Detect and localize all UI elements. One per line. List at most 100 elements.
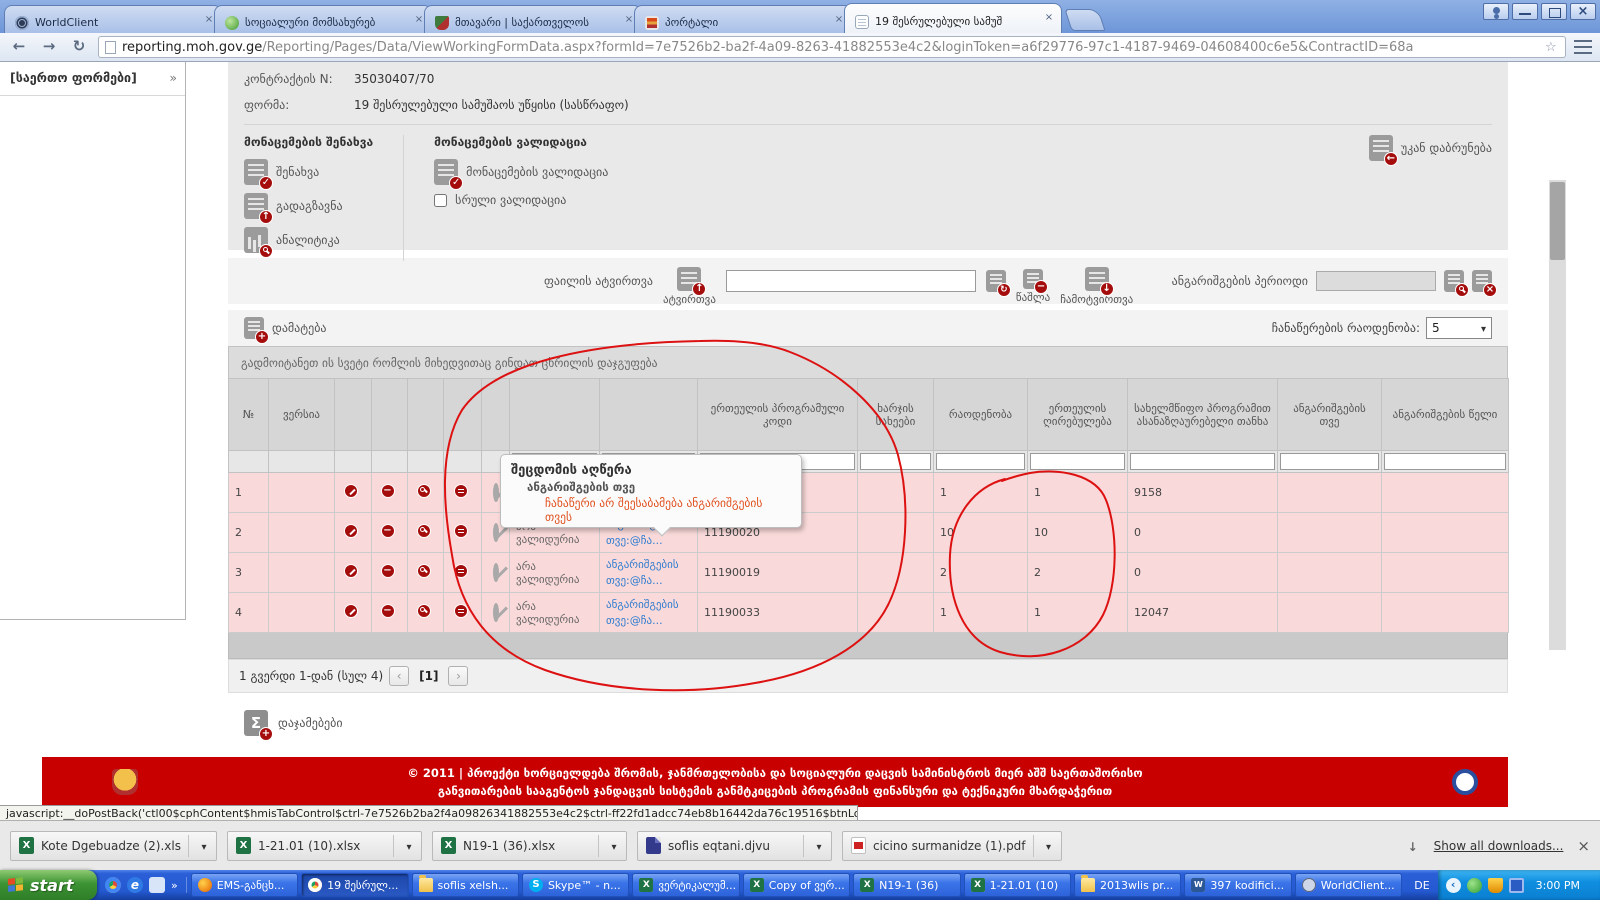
reload-icon[interactable] [68, 37, 90, 57]
download-item[interactable]: 1-21.01 (10).xlsx [226, 830, 422, 861]
close-button[interactable] [1570, 3, 1596, 20]
save-button[interactable]: შენახვა [244, 159, 373, 190]
back-icon[interactable] [8, 37, 30, 57]
filter-month-input[interactable] [1280, 453, 1379, 470]
col-expense[interactable]: ხარჯის სახეები [857, 378, 934, 451]
col-num[interactable]: № [228, 378, 269, 451]
send-button[interactable]: გადაგზავნა [244, 193, 373, 224]
sigma-icon[interactable] [244, 710, 273, 741]
chevron-down-icon[interactable] [811, 839, 827, 853]
col-month[interactable]: ანგარიშგების თვე [1277, 378, 1382, 451]
tray-collapse-icon[interactable] [1445, 877, 1461, 893]
task-button[interactable]: ვერტიკალუმ... [632, 873, 740, 897]
chevron-down-icon[interactable] [196, 839, 212, 853]
language-indicator[interactable]: DE [1414, 878, 1430, 892]
tab-mtavari[interactable]: მთავარი | საქართველოს [424, 5, 642, 33]
page-scrollbar[interactable] [1549, 180, 1566, 650]
download-item[interactable]: N19-1 (36).xlsx [431, 830, 627, 861]
period-clear-icon[interactable] [1472, 270, 1497, 297]
col-unit[interactable]: ერთეულის ღირებულება [1027, 378, 1128, 451]
delete-file-button[interactable]: წაშლა [1016, 268, 1050, 304]
download-item[interactable]: Kote Dgebuadze (2).xls [10, 830, 217, 861]
chrome-menu-icon[interactable] [1574, 40, 1592, 54]
row-qty: 1 [933, 592, 1028, 633]
report-period-input[interactable] [1316, 271, 1436, 291]
task-button[interactable]: Skype™ - n... [521, 873, 630, 897]
task-button[interactable]: WorldClient... [1294, 873, 1403, 897]
col-year[interactable]: ანგარიშგების წელი [1381, 378, 1509, 451]
current-page[interactable]: [1] [419, 669, 439, 683]
col-amount[interactable]: სახელმწიფო პროგრამით ასანაზღაურებელი თან… [1127, 378, 1278, 451]
task-button[interactable]: Copy of ვერ... [742, 873, 851, 897]
network-icon[interactable] [1508, 877, 1524, 893]
actions-bar: მონაცემების შენახვა შენახვა გადაგზავნა ა… [244, 135, 1492, 261]
quick-launch-overflow-icon[interactable] [171, 879, 178, 892]
refresh-document-icon[interactable] [985, 270, 1011, 297]
task-button[interactable]: 1-21.01 (10) [963, 873, 1071, 897]
internet-explorer-icon[interactable] [127, 877, 143, 893]
validate-button[interactable]: მონაცემების ვალიდაცია [434, 159, 608, 190]
tray-green-icon[interactable] [1466, 877, 1482, 893]
collapse-chevron-icon[interactable] [169, 70, 177, 85]
bookmark-star-icon[interactable] [1545, 40, 1559, 55]
new-tab-button[interactable] [1064, 9, 1106, 31]
full-validation-checkbox[interactable] [434, 193, 448, 207]
download-item[interactable]: cicino surmanidze (1).pdf [841, 830, 1062, 861]
tab-active-report[interactable]: 19 შესრულებული სამუშ [844, 3, 1062, 33]
col-status[interactable] [509, 378, 600, 451]
scrollbar-thumb[interactable] [1550, 182, 1565, 260]
chrome-icon[interactable] [105, 877, 121, 893]
address-bar[interactable]: reporting.moh.gov.ge/Reporting/Pages/Dat… [98, 36, 1566, 58]
download-file-button[interactable]: ჩამოტვირთვა [1060, 266, 1133, 306]
maximize-button[interactable] [1541, 3, 1567, 20]
task-button[interactable]: EMS-განცხ... [190, 873, 299, 897]
filter-expense-input[interactable] [860, 453, 931, 470]
task-button[interactable]: soflis xelsh... [411, 873, 519, 897]
filter-amount-input[interactable] [1130, 453, 1275, 470]
task-button[interactable]: 2013wlis pr... [1073, 873, 1182, 897]
download-item[interactable]: soflis eqtani.djvu [636, 830, 832, 861]
tab-worldclient[interactable]: WorldClient [4, 5, 222, 33]
show-all-downloads-link[interactable]: Show all downloads... [1433, 838, 1564, 853]
forward-icon[interactable] [38, 37, 60, 57]
app-icon[interactable] [149, 877, 165, 893]
tab-portal[interactable]: პორტალი [634, 5, 852, 33]
col-qty[interactable]: რაოდენობა [933, 378, 1028, 451]
tab-social-service[interactable]: სოციალური მომსახურებ [214, 5, 432, 33]
chevron-down-icon[interactable] [606, 839, 622, 853]
profile-icon[interactable] [1483, 3, 1509, 20]
task-button[interactable]: 397 kodifici... [1184, 873, 1292, 897]
prev-page-button[interactable] [389, 666, 410, 686]
filter-qty-input[interactable] [936, 453, 1025, 470]
tray-shield-icon[interactable] [1487, 877, 1503, 893]
add-document-icon[interactable] [244, 317, 269, 344]
tab-close-icon[interactable] [1043, 12, 1055, 24]
col-version[interactable]: ვერსია [268, 378, 335, 451]
add-record-label[interactable]: დამატება [272, 321, 327, 335]
row-error-link[interactable]: ანგარიშგების თვე:@ჩა... [606, 557, 679, 587]
analytics-button[interactable]: ანალიტიკა [244, 227, 373, 258]
filter-unit-input[interactable] [1030, 453, 1125, 470]
task-button-active[interactable]: 19 შესრულ... [301, 873, 409, 897]
col-error-link[interactable] [599, 378, 698, 451]
file-path-input[interactable] [725, 270, 976, 292]
records-count-select[interactable]: 5 [1426, 317, 1492, 339]
upload-button[interactable]: ატვირთვა [663, 266, 716, 306]
row-error-link[interactable]: ანგარიშგების თვე:@ჩა... [606, 597, 679, 627]
chevron-down-icon[interactable] [1041, 839, 1057, 853]
period-search-icon[interactable] [1444, 270, 1469, 297]
grouping-hint-bar[interactable]: გადმოიტანეთ ის სვეტი რომლის მიხედვითაც გ… [228, 346, 1508, 378]
plus-badge-icon [259, 727, 273, 741]
close-download-bar-icon[interactable] [1577, 837, 1590, 855]
start-button[interactable]: start [0, 870, 97, 900]
col-edit [334, 378, 372, 451]
filter-year-input[interactable] [1384, 453, 1506, 470]
row-unit: 1 [1027, 472, 1128, 513]
back-return-button[interactable]: უკან დაბრუნება [1368, 135, 1492, 166]
minimize-button[interactable] [1512, 3, 1538, 20]
task-button[interactable]: N19-1 (36) [853, 873, 961, 897]
col-code[interactable]: ერთეულის პროგრამული კოდი [697, 378, 858, 451]
totals-label[interactable]: დაჯამებები [278, 716, 343, 730]
chevron-down-icon[interactable] [401, 839, 417, 853]
next-page-button[interactable] [448, 666, 469, 686]
